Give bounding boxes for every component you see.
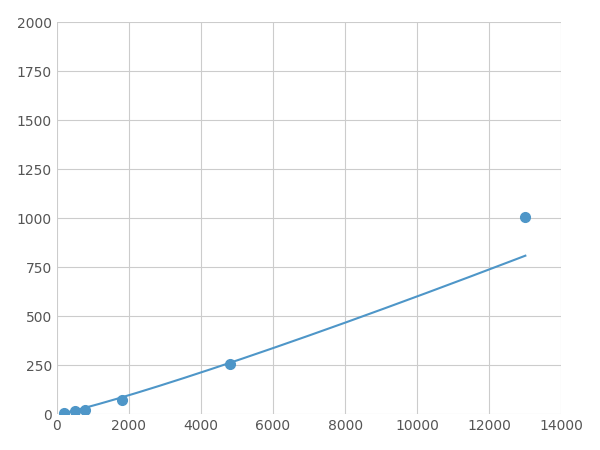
Point <box>70 407 79 414</box>
Point <box>117 396 127 403</box>
Point <box>225 361 235 368</box>
Point <box>59 409 68 416</box>
Point <box>80 406 90 413</box>
Point <box>521 214 530 221</box>
